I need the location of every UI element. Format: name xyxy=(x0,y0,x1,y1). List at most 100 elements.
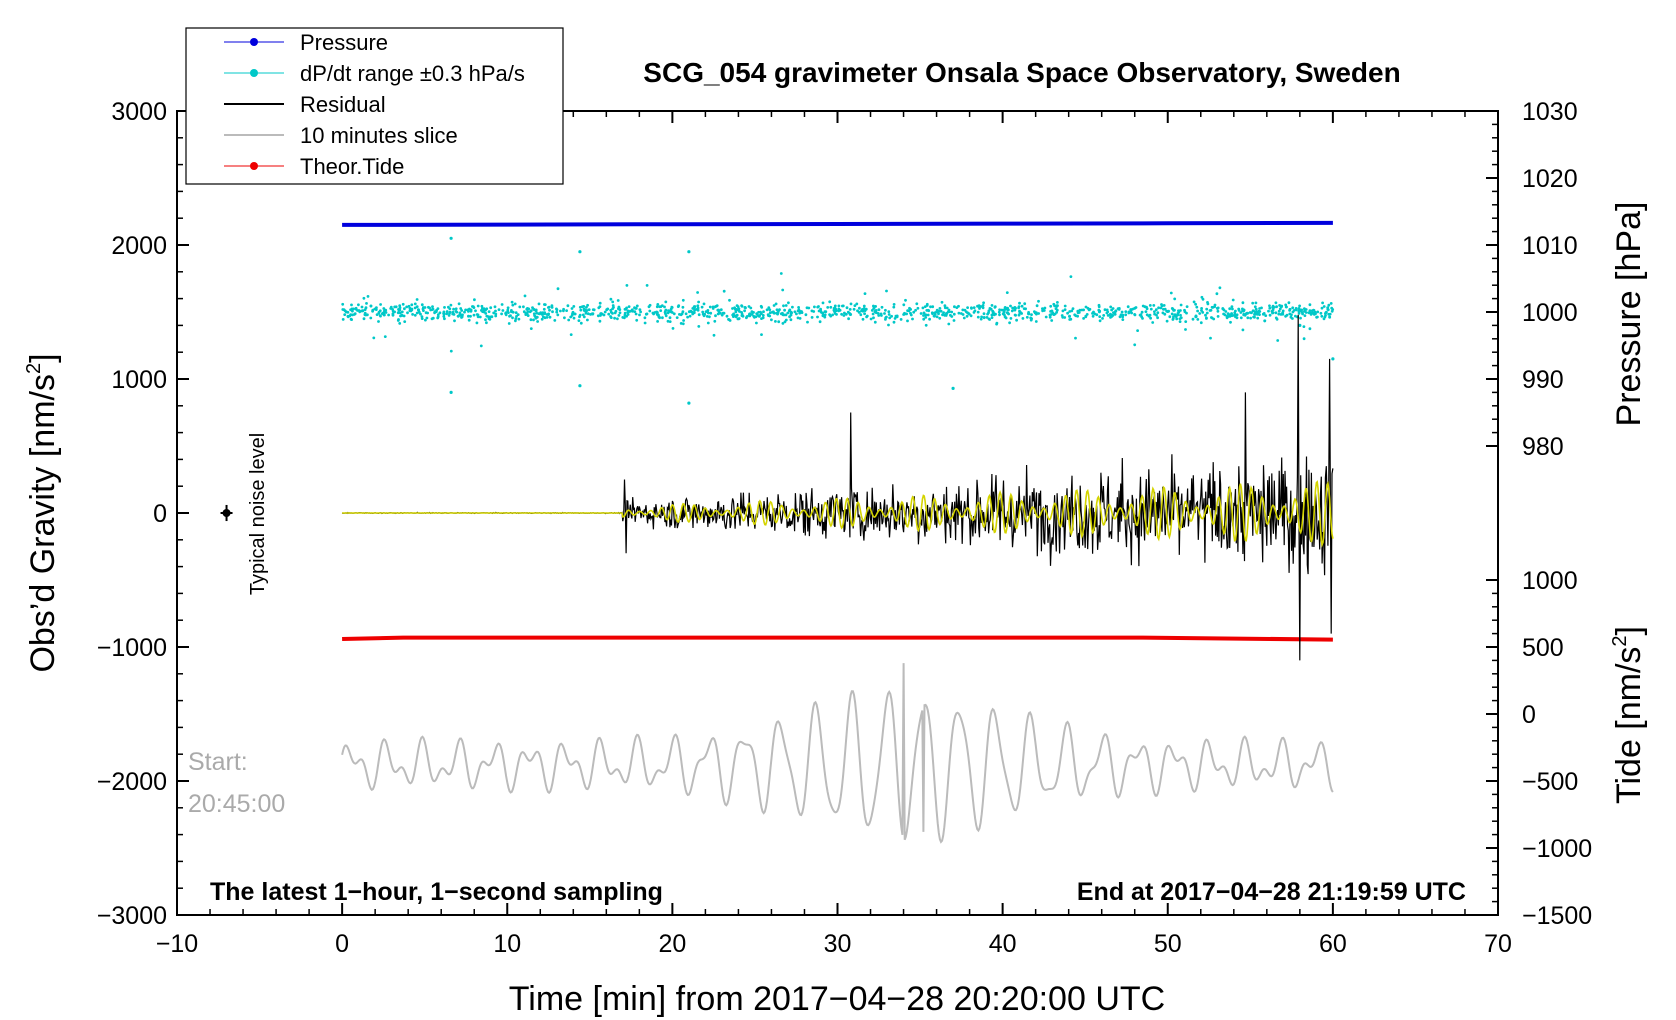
dpdt-point xyxy=(863,312,866,316)
dpdt-point xyxy=(1101,317,1104,320)
dpdt-point xyxy=(935,315,939,319)
dpdt-point xyxy=(1234,313,1237,317)
dpdt-point xyxy=(1009,304,1012,308)
dpdt-point xyxy=(1147,314,1151,318)
dpdt-point xyxy=(556,313,560,317)
dpdt-point xyxy=(1249,316,1252,320)
dpdt-point xyxy=(480,304,484,308)
dpdt-point xyxy=(912,310,916,314)
dpdt-point xyxy=(1244,312,1248,315)
dpdt-point xyxy=(961,308,965,312)
dpdt-point xyxy=(943,304,947,308)
dpdt-point xyxy=(427,305,430,309)
dpdt-point xyxy=(436,316,440,320)
dpdt-point xyxy=(1128,310,1131,314)
dpdt-point xyxy=(696,291,699,294)
dpdt-point xyxy=(405,305,409,309)
dpdt-point xyxy=(754,315,758,319)
dpdt-point xyxy=(1061,309,1065,313)
dpdt-point xyxy=(709,311,713,315)
dpdt-point xyxy=(609,297,613,301)
legend-label: Theor.Tide xyxy=(300,154,404,179)
dpdt-point xyxy=(1252,309,1255,313)
dpdt-point xyxy=(789,312,793,315)
dpdt-point xyxy=(938,307,942,310)
dpdt-point xyxy=(448,307,452,311)
dpdt-point xyxy=(976,310,980,314)
dpdt-point xyxy=(484,312,488,315)
dpdt-point xyxy=(1251,301,1255,305)
legend-label: Residual xyxy=(300,92,386,117)
dpdt-point xyxy=(967,312,971,316)
dpdt-point xyxy=(1211,306,1215,309)
dpdt-point xyxy=(783,320,787,324)
dpdt-point xyxy=(1241,328,1245,332)
dpdt-point xyxy=(598,319,602,323)
dpdt-point xyxy=(1015,318,1018,322)
dpdt-point xyxy=(658,305,662,309)
dpdt-point xyxy=(1204,313,1207,317)
dpdt-point xyxy=(460,316,463,319)
dpdt-point xyxy=(1254,307,1258,311)
dpdt-point xyxy=(997,310,1001,314)
dpdt-point xyxy=(1253,315,1256,319)
dpdt-point xyxy=(1213,303,1217,307)
dpdt-point xyxy=(747,305,751,308)
dpdt-point xyxy=(584,311,588,315)
dpdt-point xyxy=(424,318,427,322)
dpdt-point xyxy=(456,314,460,318)
dpdt-point xyxy=(914,308,917,312)
dpdt-point xyxy=(1154,308,1158,312)
dpdt-point xyxy=(872,316,875,320)
dpdt-point xyxy=(630,308,634,312)
dpdt-point xyxy=(493,305,497,309)
dpdt-point xyxy=(651,311,655,315)
dpdt-point xyxy=(664,300,668,304)
dpdt-point xyxy=(1250,311,1253,315)
x-tick-label: 20 xyxy=(658,930,686,958)
dpdt-point xyxy=(781,313,785,317)
dpdt-point xyxy=(731,307,734,310)
dpdt-point xyxy=(369,316,373,320)
dpdt-point xyxy=(945,312,949,315)
dpdt-point xyxy=(688,314,692,318)
dpdt-point xyxy=(1280,312,1284,316)
dpdt-point xyxy=(684,312,688,316)
dpdt-point xyxy=(977,304,980,308)
dpdt-point xyxy=(398,322,402,325)
dpdt-point xyxy=(849,302,853,306)
dpdt-point xyxy=(644,312,648,316)
dpdt-point xyxy=(1117,308,1121,311)
dpdt-point xyxy=(1098,310,1101,314)
dpdt-point xyxy=(982,301,985,305)
dpdt-point xyxy=(351,309,354,313)
dpdt-point xyxy=(354,306,358,310)
dpdt-point xyxy=(719,308,723,312)
dpdt-point xyxy=(760,312,763,316)
dpdt-point xyxy=(407,304,411,308)
dpdt-point xyxy=(581,313,585,317)
y-tick-label: 3000 xyxy=(111,98,167,126)
dpdt-point xyxy=(823,310,827,313)
dpdt-point xyxy=(672,312,676,316)
dpdt-point xyxy=(775,308,779,312)
dpdt-point xyxy=(922,311,926,315)
dpdt-point xyxy=(745,316,748,320)
dpdt-point xyxy=(635,318,639,322)
dpdt-point xyxy=(1004,316,1008,320)
dpdt-point xyxy=(1303,314,1307,317)
y-axis-label-left-exp: 2 xyxy=(23,363,45,374)
y-tick-label: −2000 xyxy=(97,768,167,796)
dpdt-point xyxy=(478,315,482,319)
dpdt-point xyxy=(1170,312,1174,316)
dpdt-point xyxy=(1037,299,1040,303)
legend-marker xyxy=(250,38,258,46)
dpdt-point xyxy=(848,308,852,311)
dpdt-point xyxy=(1165,309,1169,313)
end-time-note: End at 2017−04−28 21:19:59 UTC xyxy=(1077,878,1466,906)
dpdt-point xyxy=(664,312,667,316)
dpdt-point xyxy=(634,312,638,316)
dpdt-point xyxy=(916,306,920,310)
dpdt-point xyxy=(837,307,841,311)
dpdt-point xyxy=(525,312,529,316)
